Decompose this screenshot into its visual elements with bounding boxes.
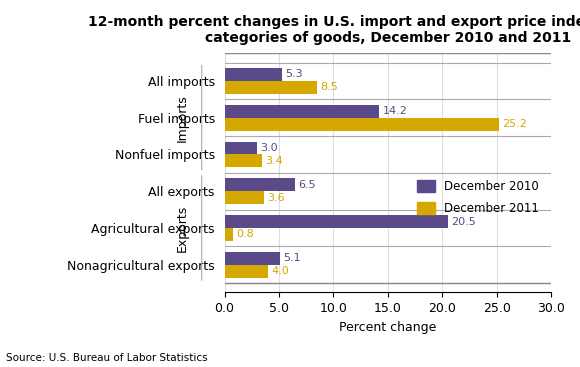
Text: 14.2: 14.2 bbox=[382, 106, 407, 116]
Text: 8.5: 8.5 bbox=[320, 82, 338, 92]
Bar bbox=[224, 215, 448, 228]
Text: 0.8: 0.8 bbox=[237, 229, 254, 239]
Legend: December 2010, December 2011: December 2010, December 2011 bbox=[411, 174, 545, 221]
Text: 5.1: 5.1 bbox=[283, 253, 301, 264]
Bar bbox=[224, 81, 317, 94]
Text: Source: U.S. Bureau of Labor Statistics: Source: U.S. Bureau of Labor Statistics bbox=[6, 353, 208, 363]
Text: 3.4: 3.4 bbox=[265, 156, 282, 166]
Bar bbox=[224, 118, 499, 131]
Text: 6.5: 6.5 bbox=[299, 180, 316, 190]
Text: 20.5: 20.5 bbox=[451, 217, 476, 226]
X-axis label: Percent change: Percent change bbox=[339, 321, 437, 334]
Bar bbox=[224, 191, 264, 204]
Bar bbox=[224, 265, 268, 278]
Bar bbox=[224, 105, 379, 118]
Bar bbox=[224, 252, 280, 265]
Text: Imports: Imports bbox=[176, 94, 189, 142]
Text: Exports: Exports bbox=[176, 204, 189, 252]
Bar bbox=[224, 142, 257, 155]
Bar bbox=[224, 68, 282, 81]
Text: 4.0: 4.0 bbox=[271, 266, 289, 276]
Title: 12-month percent changes in U.S. import and export price indexes, selected
categ: 12-month percent changes in U.S. import … bbox=[88, 15, 580, 45]
Text: 25.2: 25.2 bbox=[502, 119, 527, 129]
Bar bbox=[224, 155, 262, 167]
Text: 3.6: 3.6 bbox=[267, 193, 285, 203]
Bar bbox=[224, 178, 295, 191]
Text: 5.3: 5.3 bbox=[285, 69, 303, 80]
Text: 3.0: 3.0 bbox=[260, 143, 278, 153]
Bar bbox=[224, 228, 233, 241]
